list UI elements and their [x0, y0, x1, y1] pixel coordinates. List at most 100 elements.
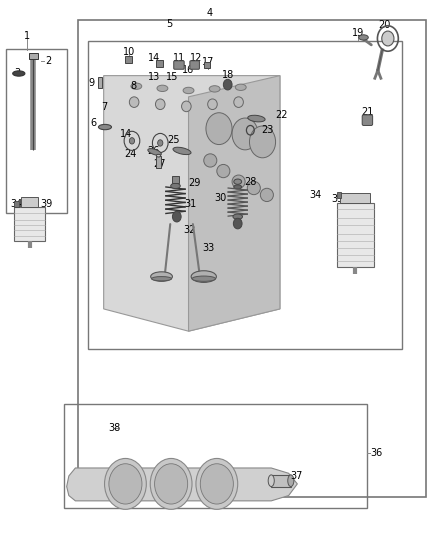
Polygon shape [67, 468, 297, 501]
Text: 33: 33 [202, 244, 215, 254]
Text: 30: 30 [215, 192, 227, 203]
Text: 14: 14 [120, 130, 132, 140]
Circle shape [223, 79, 232, 90]
Text: 31: 31 [184, 199, 196, 209]
Bar [29, 53, 38, 59]
Text: 1: 1 [24, 31, 30, 41]
Text: 2: 2 [45, 56, 51, 66]
Bar [88, 41, 402, 349]
Text: 28: 28 [244, 176, 257, 187]
Text: 20: 20 [378, 20, 391, 30]
Bar [14, 207, 45, 241]
Text: 34: 34 [10, 199, 22, 209]
FancyBboxPatch shape [362, 115, 373, 125]
Text: 23: 23 [261, 125, 274, 135]
Polygon shape [188, 76, 280, 331]
Text: 37: 37 [291, 472, 303, 481]
Ellipse shape [209, 86, 220, 92]
Text: 4: 4 [206, 8, 212, 18]
Bar [124, 56, 131, 63]
Text: 27: 27 [153, 159, 166, 168]
Text: 25: 25 [167, 135, 179, 146]
Ellipse shape [247, 181, 260, 195]
Circle shape [233, 218, 242, 229]
Text: 13: 13 [148, 72, 161, 82]
Bar [336, 203, 374, 266]
Ellipse shape [359, 35, 368, 40]
Bar [78, 20, 426, 497]
Text: 9: 9 [89, 78, 95, 88]
Text: 38: 38 [109, 423, 121, 433]
Text: 22: 22 [276, 110, 288, 120]
Text: 5: 5 [166, 19, 172, 29]
Bar [156, 156, 161, 168]
Ellipse shape [171, 183, 180, 189]
Ellipse shape [260, 188, 273, 201]
Ellipse shape [288, 475, 294, 487]
Ellipse shape [235, 84, 246, 91]
Ellipse shape [152, 277, 172, 281]
Circle shape [109, 464, 142, 504]
Bar [64, 405, 367, 508]
Circle shape [158, 140, 163, 146]
Bar [14, 201, 19, 207]
Bar [340, 193, 370, 203]
Ellipse shape [151, 272, 173, 281]
Text: 36: 36 [371, 448, 383, 458]
Text: 11: 11 [173, 53, 185, 63]
Text: 16: 16 [182, 66, 194, 75]
Ellipse shape [99, 124, 112, 130]
Ellipse shape [131, 83, 142, 90]
Ellipse shape [129, 97, 139, 108]
Text: 34: 34 [309, 190, 321, 200]
Ellipse shape [192, 276, 215, 281]
Ellipse shape [148, 149, 161, 155]
Circle shape [250, 126, 276, 158]
Ellipse shape [173, 147, 191, 155]
Text: 17: 17 [201, 57, 214, 67]
Text: 35: 35 [331, 193, 344, 204]
Text: 12: 12 [190, 53, 202, 63]
Text: 3: 3 [14, 69, 21, 78]
Circle shape [382, 31, 394, 46]
Text: 18: 18 [222, 70, 234, 79]
Circle shape [232, 118, 258, 150]
Bar [172, 176, 180, 183]
Ellipse shape [234, 179, 242, 184]
Text: 32: 32 [184, 225, 196, 236]
Circle shape [105, 458, 146, 510]
Ellipse shape [13, 71, 25, 76]
Ellipse shape [191, 271, 216, 282]
Circle shape [173, 212, 181, 222]
Text: 39: 39 [41, 199, 53, 209]
Ellipse shape [234, 97, 244, 108]
Ellipse shape [156, 155, 161, 157]
Ellipse shape [268, 475, 274, 487]
Text: 26: 26 [147, 146, 159, 156]
Text: 7: 7 [101, 102, 107, 112]
Ellipse shape [155, 99, 165, 110]
Ellipse shape [182, 101, 191, 112]
Circle shape [155, 464, 187, 504]
Text: 10: 10 [123, 47, 135, 56]
Ellipse shape [208, 99, 217, 110]
Text: 24: 24 [124, 149, 136, 159]
Ellipse shape [248, 115, 265, 122]
Ellipse shape [232, 175, 245, 188]
Bar [336, 192, 341, 198]
Ellipse shape [183, 87, 194, 94]
Circle shape [206, 113, 232, 144]
Bar [6, 49, 67, 214]
Bar [271, 475, 291, 487]
Bar [204, 62, 210, 68]
FancyBboxPatch shape [174, 61, 184, 69]
Bar [98, 77, 102, 88]
Ellipse shape [234, 185, 242, 189]
Circle shape [196, 458, 238, 510]
Circle shape [200, 464, 233, 504]
Ellipse shape [233, 214, 243, 219]
Text: 8: 8 [130, 81, 136, 91]
Text: 19: 19 [352, 28, 364, 38]
Text: 15: 15 [166, 72, 178, 82]
Text: 14: 14 [148, 53, 161, 63]
